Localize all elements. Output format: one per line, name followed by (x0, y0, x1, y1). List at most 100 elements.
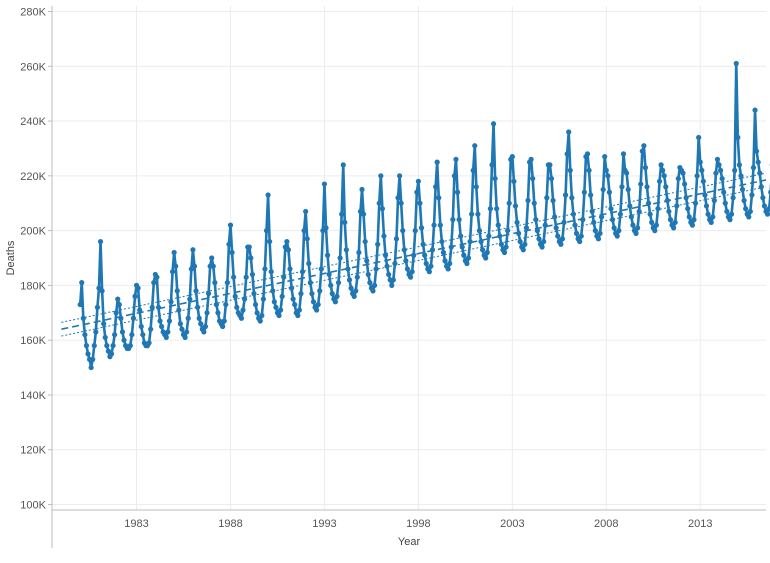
data-point (240, 307, 246, 313)
data-point (559, 236, 566, 242)
data-point (232, 293, 238, 299)
data-point (418, 225, 425, 231)
data-point (764, 211, 770, 217)
data-point (185, 315, 191, 321)
data-point (227, 222, 234, 228)
data-point (727, 217, 733, 223)
data-point (598, 214, 605, 220)
data-point (400, 228, 406, 234)
data-point (343, 247, 349, 253)
data-point (547, 162, 553, 168)
data-point (342, 219, 348, 225)
data-point (414, 189, 420, 195)
data-point (370, 288, 376, 294)
data-point (187, 296, 193, 302)
data-point (705, 211, 711, 217)
data-point (692, 200, 699, 206)
data-point (754, 148, 760, 154)
data-point (309, 291, 315, 297)
data-point (458, 233, 464, 239)
data-point (512, 203, 519, 209)
data-point (597, 230, 603, 236)
data-point (730, 195, 736, 201)
data-point (306, 260, 312, 267)
data-point (149, 304, 155, 310)
data-point (553, 225, 559, 231)
data-point (627, 203, 633, 209)
data-point (270, 288, 276, 294)
data-point (758, 184, 764, 190)
data-point (101, 321, 107, 327)
data-point (267, 238, 273, 245)
x-tick-label: 2013 (688, 518, 712, 530)
data-point (393, 236, 400, 242)
data-point (655, 206, 661, 212)
data-point (431, 222, 437, 228)
data-point (397, 173, 403, 179)
series-line (78, 62, 770, 369)
data-point (299, 269, 306, 275)
data-point (112, 332, 118, 338)
data-point (130, 315, 137, 321)
data-point (743, 206, 749, 212)
data-point (635, 225, 641, 231)
data-point (113, 310, 119, 316)
y-tick-label: 260K (20, 61, 46, 73)
data-point (620, 151, 627, 157)
data-point (284, 238, 290, 245)
data-point (672, 219, 678, 225)
data-point (492, 175, 498, 182)
data-point (223, 301, 229, 308)
data-point (345, 266, 351, 272)
data-point (108, 351, 115, 357)
data-point (456, 217, 462, 223)
data-point (121, 337, 127, 343)
data-point (353, 288, 359, 294)
data-point (528, 156, 534, 162)
data-point (91, 343, 97, 349)
data-point (94, 304, 101, 310)
data-point (749, 192, 755, 198)
data-point (605, 173, 611, 179)
data-point (135, 285, 141, 291)
data-point (182, 334, 188, 341)
data-point (445, 266, 451, 272)
data-point (674, 203, 680, 209)
data-point (437, 222, 443, 228)
data-point (116, 301, 122, 308)
data-point (522, 241, 528, 247)
data-point (567, 167, 573, 173)
data-point (420, 241, 426, 247)
data-point (77, 301, 83, 308)
x-tick-label: 1998 (406, 518, 430, 530)
data-point (721, 189, 727, 195)
data-point (278, 307, 284, 313)
data-point (268, 269, 274, 275)
data-point (243, 274, 249, 280)
data-point (99, 288, 105, 294)
data-point (281, 274, 287, 280)
data-point (376, 200, 382, 206)
data-point (310, 299, 317, 305)
data-point (201, 329, 207, 335)
data-point (433, 184, 439, 190)
data-point (617, 211, 623, 217)
data-point (544, 195, 550, 201)
data-point (531, 200, 537, 206)
data-point (591, 219, 597, 225)
y-gridlines (52, 10, 766, 506)
data-point (534, 228, 540, 234)
data-point (589, 208, 595, 215)
data-point (489, 162, 495, 168)
data-point (691, 217, 697, 223)
data-point (429, 247, 436, 253)
data-point (465, 255, 472, 261)
x-tick-label: 1993 (312, 518, 336, 530)
y-tick-label: 160K (20, 335, 46, 347)
data-point (202, 323, 209, 330)
data-point (88, 364, 94, 371)
data-point (511, 178, 517, 184)
data-point (409, 269, 415, 275)
data-point (699, 167, 705, 173)
y-tick-label: 180K (20, 280, 46, 292)
